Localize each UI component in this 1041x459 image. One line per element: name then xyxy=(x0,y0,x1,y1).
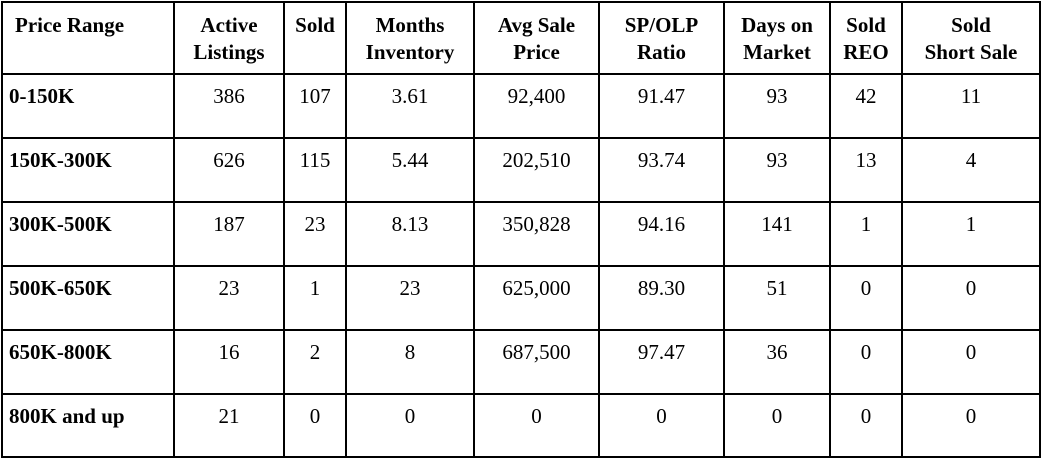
sp-olp-ratio-cell: 0 xyxy=(598,393,725,458)
sold-cell: 107 xyxy=(283,73,347,139)
sold-cell: 115 xyxy=(283,137,347,203)
sp-olp-ratio-cell: 94.16 xyxy=(598,201,725,267)
sold-reo-cell: 42 xyxy=(829,73,903,139)
avg-sale-price-cell: 625,000 xyxy=(473,265,600,331)
days-on-market-cell: 141 xyxy=(723,201,831,267)
months-inventory-cell: 8.13 xyxy=(345,201,475,267)
price-range-cell: 150K-300K xyxy=(1,137,175,203)
table-row: 300K-500K 187 23 8.13 350,828 94.16 141 … xyxy=(1,201,1041,267)
sold-reo-cell: 13 xyxy=(829,137,903,203)
sold-short-sale-cell: 0 xyxy=(901,393,1041,458)
price-range-cell: 500K-650K xyxy=(1,265,175,331)
header-active-listings: Active Listings xyxy=(173,1,285,75)
days-on-market-cell: 0 xyxy=(723,393,831,458)
avg-sale-price-cell: 202,510 xyxy=(473,137,600,203)
sold-reo-cell: 0 xyxy=(829,393,903,458)
months-inventory-cell: 23 xyxy=(345,265,475,331)
months-inventory-cell: 5.44 xyxy=(345,137,475,203)
months-inventory-cell: 3.61 xyxy=(345,73,475,139)
sp-olp-ratio-cell: 91.47 xyxy=(598,73,725,139)
header-price-range: Price Range xyxy=(1,1,175,75)
header-sold-reo: Sold REO xyxy=(829,1,903,75)
header-avg-sale-price: Avg Sale Price xyxy=(473,1,600,75)
sold-cell: 0 xyxy=(283,393,347,458)
table-row: 650K-800K 16 2 8 687,500 97.47 36 0 0 xyxy=(1,329,1041,395)
avg-sale-price-cell: 687,500 xyxy=(473,329,600,395)
table-row: 150K-300K 626 115 5.44 202,510 93.74 93 … xyxy=(1,137,1041,203)
sold-short-sale-cell: 11 xyxy=(901,73,1041,139)
months-inventory-cell: 8 xyxy=(345,329,475,395)
price-range-cell: 300K-500K xyxy=(1,201,175,267)
months-inventory-cell: 0 xyxy=(345,393,475,458)
header-row: Price Range Active Listings Sold Months In… xyxy=(1,1,1041,75)
avg-sale-price-cell: 0 xyxy=(473,393,600,458)
sp-olp-ratio-cell: 89.30 xyxy=(598,265,725,331)
active-listings-cell: 626 xyxy=(173,137,285,203)
sold-reo-cell: 0 xyxy=(829,265,903,331)
header-days-on-market: Days on Market xyxy=(723,1,831,75)
header-months-inventory: Months Inventory xyxy=(345,1,475,75)
sold-cell: 1 xyxy=(283,265,347,331)
active-listings-cell: 21 xyxy=(173,393,285,458)
sold-reo-cell: 1 xyxy=(829,201,903,267)
active-listings-cell: 16 xyxy=(173,329,285,395)
days-on-market-cell: 93 xyxy=(723,73,831,139)
active-listings-cell: 386 xyxy=(173,73,285,139)
sold-short-sale-cell: 4 xyxy=(901,137,1041,203)
header-sold-short-sale: Sold Short Sale xyxy=(901,1,1041,75)
table-row: 800K and up 21 0 0 0 0 0 0 0 xyxy=(1,393,1041,458)
active-listings-cell: 23 xyxy=(173,265,285,331)
header-sold: Sold xyxy=(283,1,347,75)
sold-short-sale-cell: 1 xyxy=(901,201,1041,267)
price-range-cell: 800K and up xyxy=(1,393,175,458)
sold-cell: 2 xyxy=(283,329,347,395)
price-range-cell: 650K-800K xyxy=(1,329,175,395)
sold-reo-cell: 0 xyxy=(829,329,903,395)
avg-sale-price-cell: 92,400 xyxy=(473,73,600,139)
table-row: 500K-650K 23 1 23 625,000 89.30 51 0 0 xyxy=(1,265,1041,331)
days-on-market-cell: 36 xyxy=(723,329,831,395)
days-on-market-cell: 51 xyxy=(723,265,831,331)
sold-short-sale-cell: 0 xyxy=(901,329,1041,395)
table-row: 0-150K 386 107 3.61 92,400 91.47 93 42 1… xyxy=(1,73,1041,139)
header-sp-olp-ratio: SP/OLP Ratio xyxy=(598,1,725,75)
sp-olp-ratio-cell: 97.47 xyxy=(598,329,725,395)
days-on-market-cell: 93 xyxy=(723,137,831,203)
active-listings-cell: 187 xyxy=(173,201,285,267)
sold-short-sale-cell: 0 xyxy=(901,265,1041,331)
sold-cell: 23 xyxy=(283,201,347,267)
sp-olp-ratio-cell: 93.74 xyxy=(598,137,725,203)
avg-sale-price-cell: 350,828 xyxy=(473,201,600,267)
price-range-cell: 0-150K xyxy=(1,73,175,139)
